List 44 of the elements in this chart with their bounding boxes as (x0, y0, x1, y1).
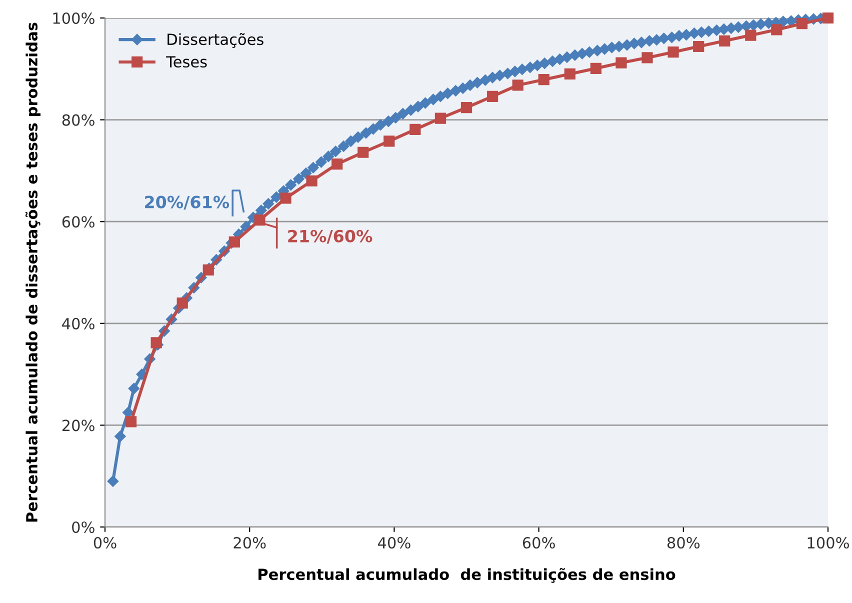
y-tick-label: 60% (62, 216, 94, 228)
point (719, 35, 730, 46)
point (358, 146, 369, 158)
x-tick-label: 40% (378, 536, 410, 549)
point (642, 52, 653, 64)
point (228, 236, 240, 248)
point (125, 416, 137, 428)
annotation: 21%/60% (288, 230, 372, 244)
point (460, 102, 472, 114)
point (538, 74, 550, 86)
annotation: 20%/61% (145, 196, 230, 210)
x-axis-title: Percentual acumulado de instituições de ensino (258, 568, 676, 583)
x-tick-label: 60% (522, 536, 555, 549)
x-tick-label: 80% (667, 536, 700, 549)
point (306, 175, 318, 186)
point (280, 192, 292, 204)
point (796, 18, 808, 30)
point (771, 24, 782, 36)
point (434, 112, 446, 124)
y-tick-label: 40% (62, 318, 94, 330)
point (384, 136, 395, 147)
y-tick-label: 0% (72, 521, 94, 534)
y-tick-label: 80% (62, 114, 94, 126)
y-tick-label: 100% (53, 12, 94, 24)
y-axis-title: Percentual acumulado de dissertações e teses produzidas (25, 22, 40, 522)
point (745, 30, 756, 41)
legend-label: Dissertações (168, 33, 264, 48)
point (590, 62, 602, 74)
point (254, 214, 266, 226)
point (564, 68, 576, 80)
point (150, 337, 162, 348)
point (616, 57, 627, 68)
y-tick-label: 20% (62, 420, 94, 432)
point (176, 297, 188, 309)
point (486, 90, 498, 102)
x-tick-label: 100% (808, 536, 849, 549)
point (512, 80, 524, 91)
point (410, 124, 421, 136)
point (693, 40, 704, 52)
point (332, 158, 343, 170)
point (668, 46, 679, 58)
x-tick-label: 0% (94, 536, 116, 549)
x-tick-label: 20% (234, 536, 266, 549)
legend-label: Teses (166, 56, 207, 68)
